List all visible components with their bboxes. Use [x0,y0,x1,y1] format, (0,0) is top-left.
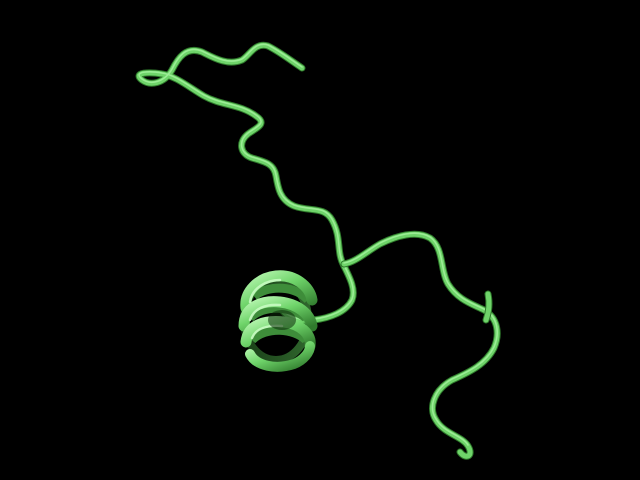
coil-segment-upper [135,41,348,270]
coil-segment-middle [278,230,501,460]
alpha-helix [238,270,318,372]
